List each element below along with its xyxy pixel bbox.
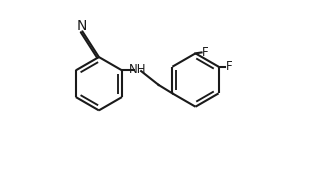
Text: F: F xyxy=(202,46,209,59)
Text: NH: NH xyxy=(129,63,146,76)
Text: F: F xyxy=(226,60,232,73)
Text: N: N xyxy=(76,19,86,33)
